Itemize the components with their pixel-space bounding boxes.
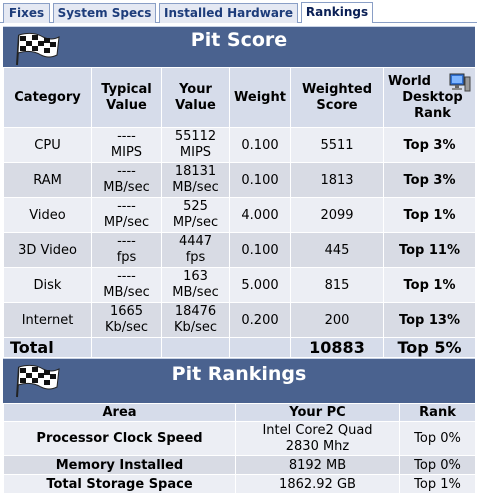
total-your-empty xyxy=(161,337,230,358)
row-your-pc: 8192 MB xyxy=(235,455,400,475)
total-label: Total xyxy=(3,337,92,358)
header-rank-line2: Desktop Rank xyxy=(402,89,463,121)
row-typical-value: ---- MB/sec xyxy=(91,267,162,303)
header-category: Category xyxy=(3,67,92,128)
total-weight-empty xyxy=(229,337,291,358)
tab-rankings[interactable]: Rankings xyxy=(301,2,373,23)
tab-bar: Fixes System Specs Installed Hardware Ra… xyxy=(0,0,477,23)
checkered-flag-icon xyxy=(16,364,60,398)
header-weighted-score: Weighted Score xyxy=(290,67,384,128)
checkered-flag-icon xyxy=(16,32,60,66)
row-weighted-score: 5511 xyxy=(290,127,384,163)
table-row: Total Storage Space 1862.92 GB Top 1% xyxy=(3,474,476,494)
row-rank: Top 0% xyxy=(399,455,476,475)
table-row: Memory Installed 8192 MB Top 0% xyxy=(3,455,476,475)
row-typical-value: 1665 Kb/sec xyxy=(91,302,162,338)
row-rank: Top 3% xyxy=(383,127,476,163)
row-weighted-score: 815 xyxy=(290,267,384,303)
row-your-value: 18476 Kb/sec xyxy=(161,302,230,338)
table-row: CPU ---- MIPS 55112 MIPS 0.100 5511 Top 3% xyxy=(3,127,476,163)
tab-fixes[interactable]: Fixes xyxy=(3,3,50,23)
table-row: Internet 1665 Kb/sec 18476 Kb/sec 0.200 20… xyxy=(3,302,476,338)
total-row: Total 10883 Top 5% xyxy=(3,337,476,358)
row-your-value: 4447 fps xyxy=(161,232,230,268)
row-rank: Top 1% xyxy=(399,474,476,494)
pit-rankings-title-bar: Pit Rankings xyxy=(3,358,475,403)
header-your-value: Your Value xyxy=(161,67,230,128)
row-rank: Top 3% xyxy=(383,162,476,198)
row-area: Memory Installed xyxy=(3,455,236,475)
row-rank: Top 0% xyxy=(399,421,476,456)
total-weighted-score: 10883 xyxy=(290,337,384,358)
row-category: CPU xyxy=(3,127,92,163)
header-your-pc: Your PC xyxy=(235,403,400,422)
row-your-value: 55112 MIPS xyxy=(161,127,230,163)
total-rank: Top 5% xyxy=(383,337,476,358)
header-typical-value: Typical Value xyxy=(91,67,162,128)
pit-score-header-row: Category Typical Value Your Value Weight… xyxy=(3,67,476,128)
table-row: Disk ---- MB/sec 163 MB/sec 5.000 815 Top … xyxy=(3,267,476,303)
desktop-computer-icon xyxy=(449,73,471,92)
row-weight: 0.100 xyxy=(229,127,291,163)
header-weight: Weight xyxy=(229,67,291,128)
table-row: Video ---- MP/sec 525 MP/sec 4.000 2099 To… xyxy=(3,197,476,233)
row-your-pc: Intel Core2 Quad 2830 Mhz xyxy=(235,421,400,456)
row-weight: 0.100 xyxy=(229,162,291,198)
row-rank: Top 11% xyxy=(383,232,476,268)
row-weighted-score: 200 xyxy=(290,302,384,338)
row-weighted-score: 2099 xyxy=(290,197,384,233)
row-category: Internet xyxy=(3,302,92,338)
total-typical-empty xyxy=(91,337,162,358)
row-area: Processor Clock Speed xyxy=(3,421,236,456)
row-weighted-score: 445 xyxy=(290,232,384,268)
row-weight: 5.000 xyxy=(229,267,291,303)
pit-score-table: Category Typical Value Your Value Weight… xyxy=(3,67,476,358)
header-rank-line1: World xyxy=(388,73,431,89)
row-weight: 4.000 xyxy=(229,197,291,233)
row-category: RAM xyxy=(3,162,92,198)
row-your-value: 163 MB/sec xyxy=(161,267,230,303)
row-your-value: 18131 MB/sec xyxy=(161,162,230,198)
tab-installed-hardware[interactable]: Installed Hardware xyxy=(159,3,298,23)
table-row: RAM ---- MB/sec 18131 MB/sec 0.100 1813 To… xyxy=(3,162,476,198)
row-rank: Top 13% xyxy=(383,302,476,338)
row-rank: Top 1% xyxy=(383,267,476,303)
pit-rankings-table: Area Your PC Rank Processor Clock Speed … xyxy=(3,403,476,494)
row-category: Video xyxy=(3,197,92,233)
row-typical-value: ---- fps xyxy=(91,232,162,268)
pit-rankings-title: Pit Rankings xyxy=(171,363,307,385)
row-weighted-score: 1813 xyxy=(290,162,384,198)
row-typical-value: ---- MB/sec xyxy=(91,162,162,198)
header-rank: Rank xyxy=(399,403,476,422)
row-rank: Top 1% xyxy=(383,197,476,233)
header-area: Area xyxy=(3,403,236,422)
row-weight: 0.100 xyxy=(229,232,291,268)
row-category: Disk xyxy=(3,267,92,303)
header-world-desktop-rank: World Desktop Rank xyxy=(383,67,476,128)
pit-score-title: Pit Score xyxy=(190,29,288,51)
pit-rankings-header-row: Area Your PC Rank xyxy=(3,403,476,422)
row-your-value: 525 MP/sec xyxy=(161,197,230,233)
row-typical-value: ---- MIPS xyxy=(91,127,162,163)
row-category: 3D Video xyxy=(3,232,92,268)
row-your-pc: 1862.92 GB xyxy=(235,474,400,494)
tab-system-specs[interactable]: System Specs xyxy=(53,3,156,23)
table-row: 3D Video ---- fps 4447 fps 0.100 445 Top 1… xyxy=(3,232,476,268)
table-row: Processor Clock Speed Intel Core2 Quad 28… xyxy=(3,421,476,456)
pit-score-title-bar: Pit Score xyxy=(3,26,475,67)
row-area: Total Storage Space xyxy=(3,474,236,494)
row-weight: 0.200 xyxy=(229,302,291,338)
row-typical-value: ---- MP/sec xyxy=(91,197,162,233)
